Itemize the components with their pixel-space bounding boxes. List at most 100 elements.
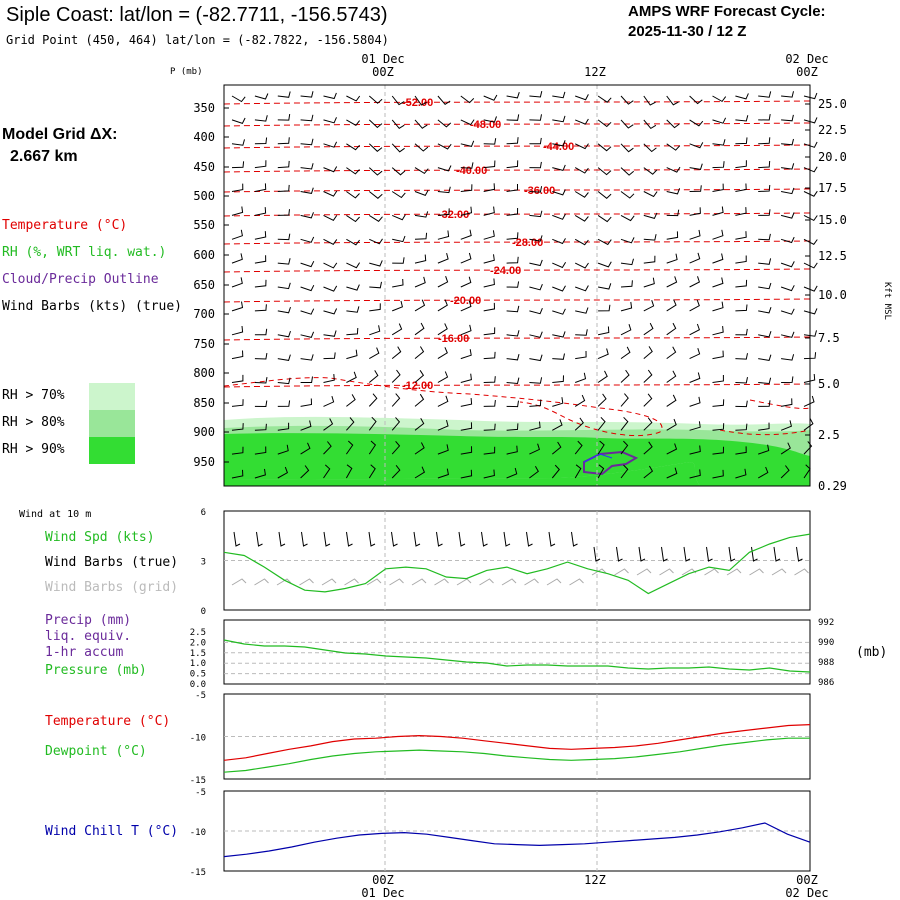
wind-barb — [300, 212, 314, 219]
wind-barb — [460, 469, 473, 479]
wind-barb — [231, 229, 243, 240]
wind-barb — [803, 330, 817, 337]
wind-barb — [300, 420, 312, 431]
wind-barb — [597, 191, 612, 199]
wind-barb — [368, 95, 383, 104]
wind-barb — [254, 377, 268, 384]
bottom-time-tick-label: 00Z — [796, 873, 818, 887]
wind-barb — [689, 323, 701, 336]
wind-barb — [643, 322, 654, 336]
wind-barb — [323, 418, 334, 431]
wind-barb — [483, 446, 496, 455]
wind-barb — [231, 139, 245, 146]
wind-barb — [780, 442, 791, 455]
time-tick-label: 00Z — [372, 65, 394, 79]
wind-barb — [323, 166, 338, 173]
wind-barb — [780, 465, 790, 479]
wind-barb — [689, 299, 700, 312]
wind-barb — [758, 422, 770, 431]
wind-barb — [552, 419, 563, 431]
wind-barb — [346, 167, 360, 175]
wind-barb — [231, 325, 244, 336]
wind-barb-true — [593, 546, 601, 562]
wind-barb — [552, 353, 565, 360]
wind-barb — [620, 167, 635, 176]
wind-barb — [552, 397, 564, 407]
wind-barb — [323, 190, 338, 197]
wind-barb — [300, 376, 313, 383]
pressure-tick-label: 350 — [193, 101, 215, 115]
wind-barb — [346, 284, 360, 291]
wind-barb — [735, 207, 747, 216]
wind-barb — [780, 261, 795, 268]
legend-swatch-rh80 — [89, 410, 135, 437]
height-axis-title: Kft MSL — [882, 282, 892, 320]
wind-barb-true — [413, 531, 421, 547]
temperature-contour-label: -44.00 — [543, 141, 574, 153]
wind-barb — [391, 191, 406, 199]
wind-barb — [551, 441, 562, 455]
wind-barb-true — [391, 531, 398, 547]
wind-barb — [597, 119, 612, 128]
pressure-axis-title: P (mb) — [170, 67, 203, 77]
pressure-tick-label: 750 — [193, 337, 215, 351]
wind-barb — [803, 285, 818, 292]
wind-barb — [597, 261, 612, 268]
wind-barb — [346, 119, 360, 126]
wind-barb — [300, 236, 315, 243]
wind-barb-true — [458, 531, 466, 547]
wind-barb — [300, 163, 314, 170]
wind-barb — [574, 417, 584, 431]
wind-barb — [323, 141, 338, 148]
bottom-date-tick-label: 01 Dec — [361, 886, 404, 900]
wind-barb — [368, 393, 378, 407]
temperature-tick-label: -10 — [190, 734, 206, 744]
wind-barb — [414, 466, 426, 479]
wind-barb — [437, 444, 449, 455]
wind-barb — [529, 421, 541, 431]
precip-label: Precip (mm) — [45, 613, 132, 628]
wind-barb — [643, 212, 658, 219]
wind-barb — [414, 418, 425, 431]
bottom-time-tick-label: 12Z — [584, 873, 606, 887]
wind-barb — [781, 114, 794, 122]
wind-barb — [574, 191, 589, 198]
wind-barb — [414, 370, 425, 383]
wind-barb — [277, 233, 291, 241]
wind-barb — [414, 143, 429, 152]
wind-barb — [300, 260, 315, 268]
temperature-contour — [223, 298, 811, 303]
wind-barb — [460, 324, 472, 336]
wind-barb — [368, 370, 379, 383]
wind-barb — [437, 323, 448, 336]
wind-barb — [483, 278, 495, 288]
model-grid-value: 2.667 km — [10, 148, 78, 165]
wind-barb — [323, 464, 331, 479]
wind-barb — [529, 161, 542, 169]
wind-barb-true — [233, 531, 241, 547]
wind-spd-label: Wind Spd (kts) — [45, 530, 155, 545]
wind-chill-label: Wind Chill T (°C) — [45, 824, 179, 839]
wind-barb-grid — [726, 568, 742, 576]
wind-barb — [780, 308, 795, 315]
wind-barb — [392, 235, 406, 243]
precip-tick-label: 0.0 — [190, 680, 206, 690]
wind-barb — [254, 353, 268, 360]
temperature-contour-label: -16.00 — [438, 333, 469, 345]
wind-barb — [643, 417, 653, 431]
precip-tick-label: 0.5 — [190, 670, 206, 680]
wind-barb — [300, 465, 310, 479]
wind-barb — [803, 117, 818, 124]
wind-barb — [598, 283, 612, 290]
pressure-tick-label: 700 — [193, 307, 215, 321]
height-tick-label: 7.5 — [818, 331, 840, 345]
wind-barb — [391, 323, 403, 336]
wind-barb — [323, 441, 332, 455]
wind-barb — [414, 254, 427, 264]
precip-tick-label: 1.5 — [190, 649, 206, 659]
wind-barb — [346, 417, 355, 431]
wind-barb — [597, 143, 612, 152]
wind-barb — [346, 214, 360, 223]
wind-barb — [758, 258, 772, 265]
wind-barb — [483, 327, 496, 336]
